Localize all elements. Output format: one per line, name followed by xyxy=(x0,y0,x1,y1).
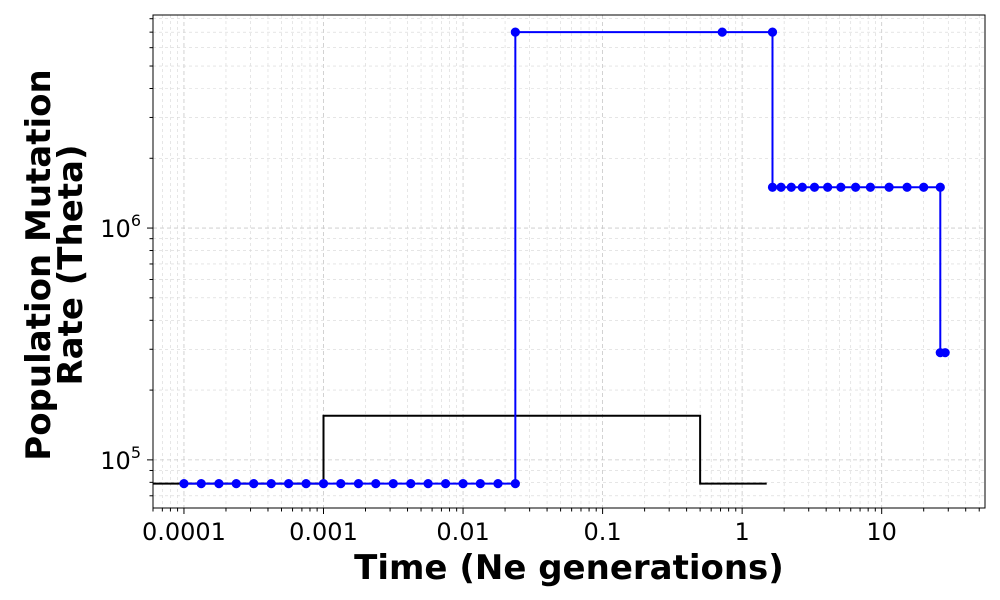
plot-frame xyxy=(152,14,986,509)
y-axis-title-line-2: Rate (Theta) xyxy=(51,144,91,385)
series-2-point xyxy=(458,479,468,489)
y-tick-label: 105 xyxy=(100,443,141,475)
series-2-point xyxy=(388,479,398,489)
series-2-point xyxy=(266,479,276,489)
series-2-point xyxy=(902,182,912,192)
series-2-point xyxy=(823,182,833,192)
series-2-point xyxy=(767,27,778,37)
series-2-point xyxy=(301,479,311,489)
series-2-point xyxy=(809,182,820,192)
y-axis-title: Population Mutation Rate (Theta) xyxy=(19,69,91,460)
series-2-point xyxy=(423,479,433,489)
series-2-point xyxy=(797,182,807,192)
series-2-point xyxy=(336,479,346,489)
series-2-point xyxy=(231,479,241,489)
series-2-point xyxy=(371,479,381,489)
series-2-point xyxy=(510,27,520,37)
y-axis-title-line-1: Population Mutation xyxy=(19,69,59,460)
series-2-point xyxy=(179,479,189,489)
series-2-point xyxy=(767,182,778,192)
series-2-point xyxy=(196,479,206,489)
grid-layer xyxy=(152,15,985,508)
series-2-point xyxy=(510,479,520,489)
series-2-point xyxy=(283,479,294,489)
series-2-point xyxy=(249,479,259,489)
x-axis-title: Time (Ne generations) xyxy=(354,548,784,588)
series-2-point xyxy=(786,182,796,192)
series-2-point xyxy=(441,479,451,489)
y-tick-label: 106 xyxy=(100,211,141,243)
series-2-point xyxy=(884,182,894,192)
series-1-line xyxy=(153,414,767,485)
series-2-point xyxy=(353,479,364,489)
series-2-point xyxy=(475,479,485,489)
series-2-point xyxy=(865,182,875,192)
x-tick-label: 10 xyxy=(866,518,897,546)
x-tick-label: 0.1 xyxy=(584,518,622,546)
tick-layer: 0.0001 0.001 0.01 0.1 1 10 105 106 xyxy=(100,18,980,546)
series-2-point xyxy=(940,348,950,358)
series-2-point xyxy=(318,479,329,489)
series-2-point xyxy=(836,182,846,192)
x-tick-label: 0.01 xyxy=(436,518,489,546)
series-2-point xyxy=(935,182,945,192)
series-2-point xyxy=(919,182,929,192)
x-tick-label: 0.001 xyxy=(289,518,358,546)
series-2-point xyxy=(776,182,786,192)
series-layer xyxy=(153,27,950,489)
series-2-point xyxy=(214,479,224,489)
series-2-point xyxy=(406,479,416,489)
series-2-point xyxy=(850,182,861,192)
x-tick-label: 1 xyxy=(734,518,749,546)
series-2-point xyxy=(493,479,503,489)
x-tick-label: 0.0001 xyxy=(142,518,226,546)
series-2-point xyxy=(717,27,727,37)
